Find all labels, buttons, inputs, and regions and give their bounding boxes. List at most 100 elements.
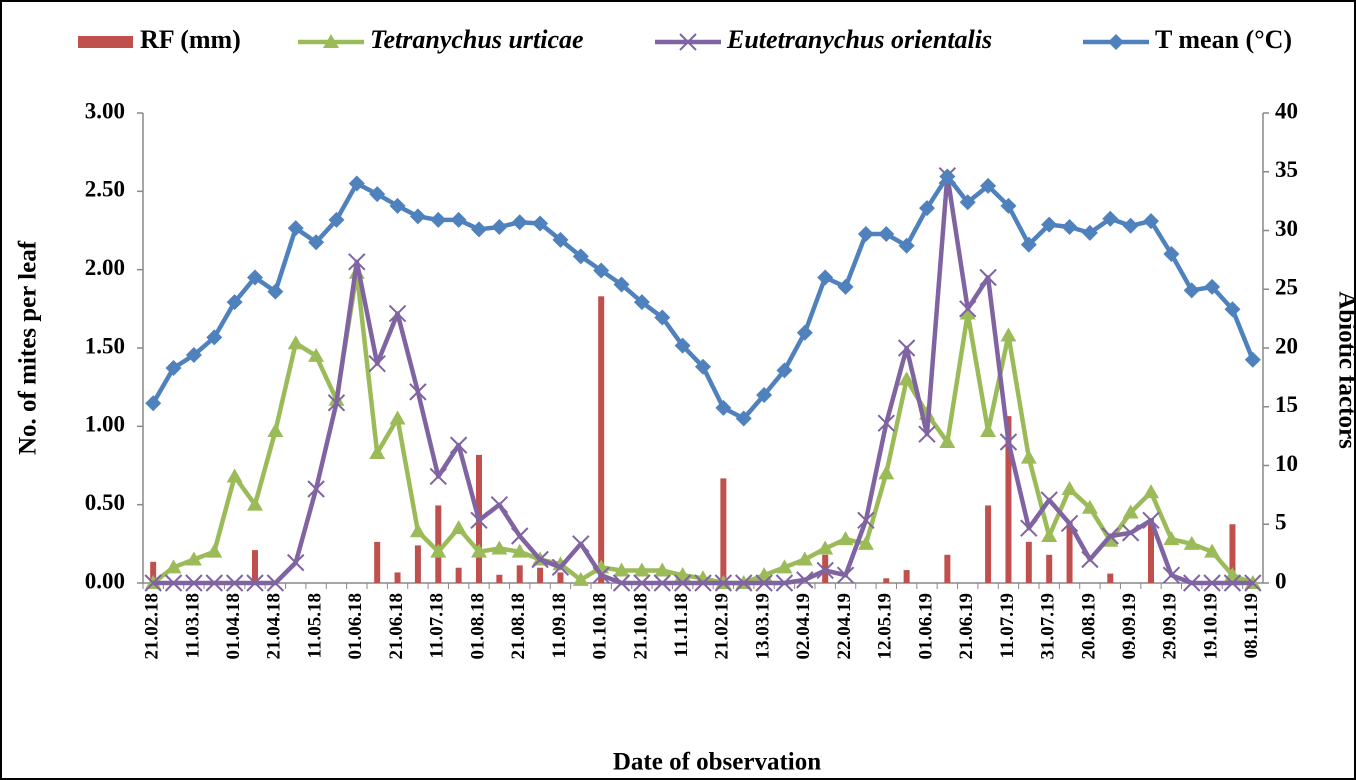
marker bbox=[323, 34, 339, 48]
marker bbox=[409, 523, 426, 538]
marker bbox=[714, 574, 733, 592]
marker bbox=[735, 574, 753, 592]
x-tick-label: 09.09.19 bbox=[1119, 593, 1140, 660]
marker bbox=[1142, 511, 1160, 530]
marker bbox=[369, 444, 386, 459]
marker bbox=[857, 226, 874, 243]
marker bbox=[144, 574, 162, 592]
marker bbox=[980, 177, 997, 194]
x-tick-label: 21.06.18 bbox=[386, 593, 407, 660]
marker bbox=[775, 574, 794, 592]
y2-tick-label: 25 bbox=[1275, 275, 1298, 300]
x-tick-label: 11.07.18 bbox=[427, 593, 448, 658]
marker bbox=[898, 237, 915, 254]
marker bbox=[205, 574, 223, 592]
marker bbox=[613, 276, 630, 293]
marker bbox=[980, 423, 997, 438]
y-tick-label: 2.50 bbox=[85, 177, 125, 202]
marker bbox=[409, 383, 427, 401]
marker bbox=[308, 347, 325, 362]
x-tick-label: 01.06.18 bbox=[345, 593, 366, 660]
marker bbox=[450, 520, 467, 535]
marker bbox=[1223, 574, 1242, 592]
marker bbox=[1060, 514, 1079, 533]
x-tick-label: 01.04.18 bbox=[223, 593, 244, 660]
marker bbox=[857, 535, 874, 550]
marker bbox=[532, 215, 549, 232]
bar bbox=[1046, 554, 1053, 583]
marker bbox=[796, 571, 814, 589]
marker bbox=[409, 208, 426, 225]
marker bbox=[287, 220, 304, 237]
marker bbox=[633, 562, 650, 577]
x-tick-label: 20.08.19 bbox=[1078, 593, 1099, 660]
marker bbox=[1000, 327, 1017, 342]
marker bbox=[206, 329, 223, 346]
marker bbox=[1040, 491, 1058, 509]
x-tick-label: 29.09.19 bbox=[1160, 593, 1181, 660]
marker bbox=[531, 550, 549, 569]
legend-label: Tetranychus urticae bbox=[370, 25, 584, 54]
marker bbox=[206, 543, 223, 558]
marker bbox=[368, 354, 386, 373]
marker bbox=[715, 399, 732, 416]
marker bbox=[429, 467, 447, 486]
marker bbox=[756, 387, 773, 403]
x-tick-label: 01.06.19 bbox=[915, 593, 936, 660]
x-tick-label: 02.04.19 bbox=[793, 593, 814, 660]
y-tick-label: 0.50 bbox=[85, 490, 125, 515]
marker bbox=[471, 543, 487, 558]
y2-tick-label: 10 bbox=[1275, 451, 1298, 476]
marker bbox=[612, 574, 631, 592]
marker bbox=[511, 543, 528, 558]
y2-tick-label: 40 bbox=[1275, 98, 1298, 123]
x-tick-label: 31.07.19 bbox=[1038, 593, 1059, 660]
marker bbox=[979, 268, 997, 287]
marker bbox=[1244, 574, 1262, 592]
marker bbox=[959, 305, 976, 320]
marker bbox=[1101, 527, 1119, 545]
marker bbox=[633, 294, 650, 311]
marker bbox=[1163, 246, 1180, 262]
bar bbox=[720, 478, 727, 583]
marker bbox=[430, 543, 447, 558]
marker bbox=[857, 511, 875, 530]
marker bbox=[1183, 535, 1200, 550]
x-tick-label: 21.02.18 bbox=[142, 593, 163, 660]
marker bbox=[776, 559, 793, 574]
marker bbox=[755, 574, 773, 592]
marker bbox=[654, 309, 671, 326]
marker bbox=[776, 362, 793, 379]
bar bbox=[394, 572, 401, 583]
legend-swatch bbox=[78, 36, 133, 48]
marker bbox=[674, 337, 691, 354]
marker bbox=[511, 527, 529, 545]
x-tick-label: 22.04.19 bbox=[834, 593, 855, 660]
marker bbox=[471, 221, 487, 238]
x-tick-label: 21.04.18 bbox=[264, 593, 285, 660]
marker bbox=[246, 574, 264, 592]
marker bbox=[287, 335, 304, 350]
marker bbox=[327, 394, 346, 412]
marker bbox=[348, 175, 365, 192]
marker bbox=[1122, 217, 1139, 234]
marker bbox=[1081, 550, 1099, 569]
marker bbox=[369, 186, 386, 203]
bar bbox=[496, 574, 503, 583]
marker bbox=[1183, 282, 1200, 299]
y-tick-label: 3.00 bbox=[85, 98, 125, 123]
bar bbox=[1148, 518, 1154, 583]
bar bbox=[1107, 573, 1114, 583]
marker bbox=[164, 574, 183, 592]
bar bbox=[537, 567, 544, 583]
y2-tick-label: 15 bbox=[1275, 392, 1298, 417]
marker bbox=[511, 214, 528, 231]
marker bbox=[1244, 351, 1261, 368]
bar bbox=[150, 561, 157, 583]
marker bbox=[877, 414, 895, 432]
marker bbox=[185, 551, 202, 566]
marker bbox=[1143, 213, 1159, 230]
marker bbox=[1041, 528, 1058, 542]
x-tick-label: 11.07.19 bbox=[997, 593, 1018, 658]
